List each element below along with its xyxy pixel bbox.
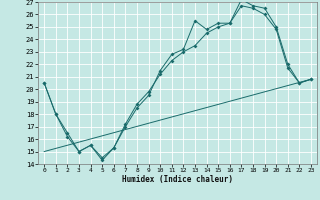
X-axis label: Humidex (Indice chaleur): Humidex (Indice chaleur) (122, 175, 233, 184)
